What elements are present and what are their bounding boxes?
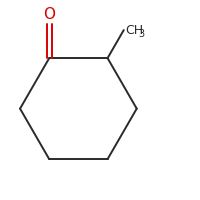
Text: CH: CH [125,24,143,37]
Text: O: O [43,7,55,22]
Text: 3: 3 [138,29,144,39]
